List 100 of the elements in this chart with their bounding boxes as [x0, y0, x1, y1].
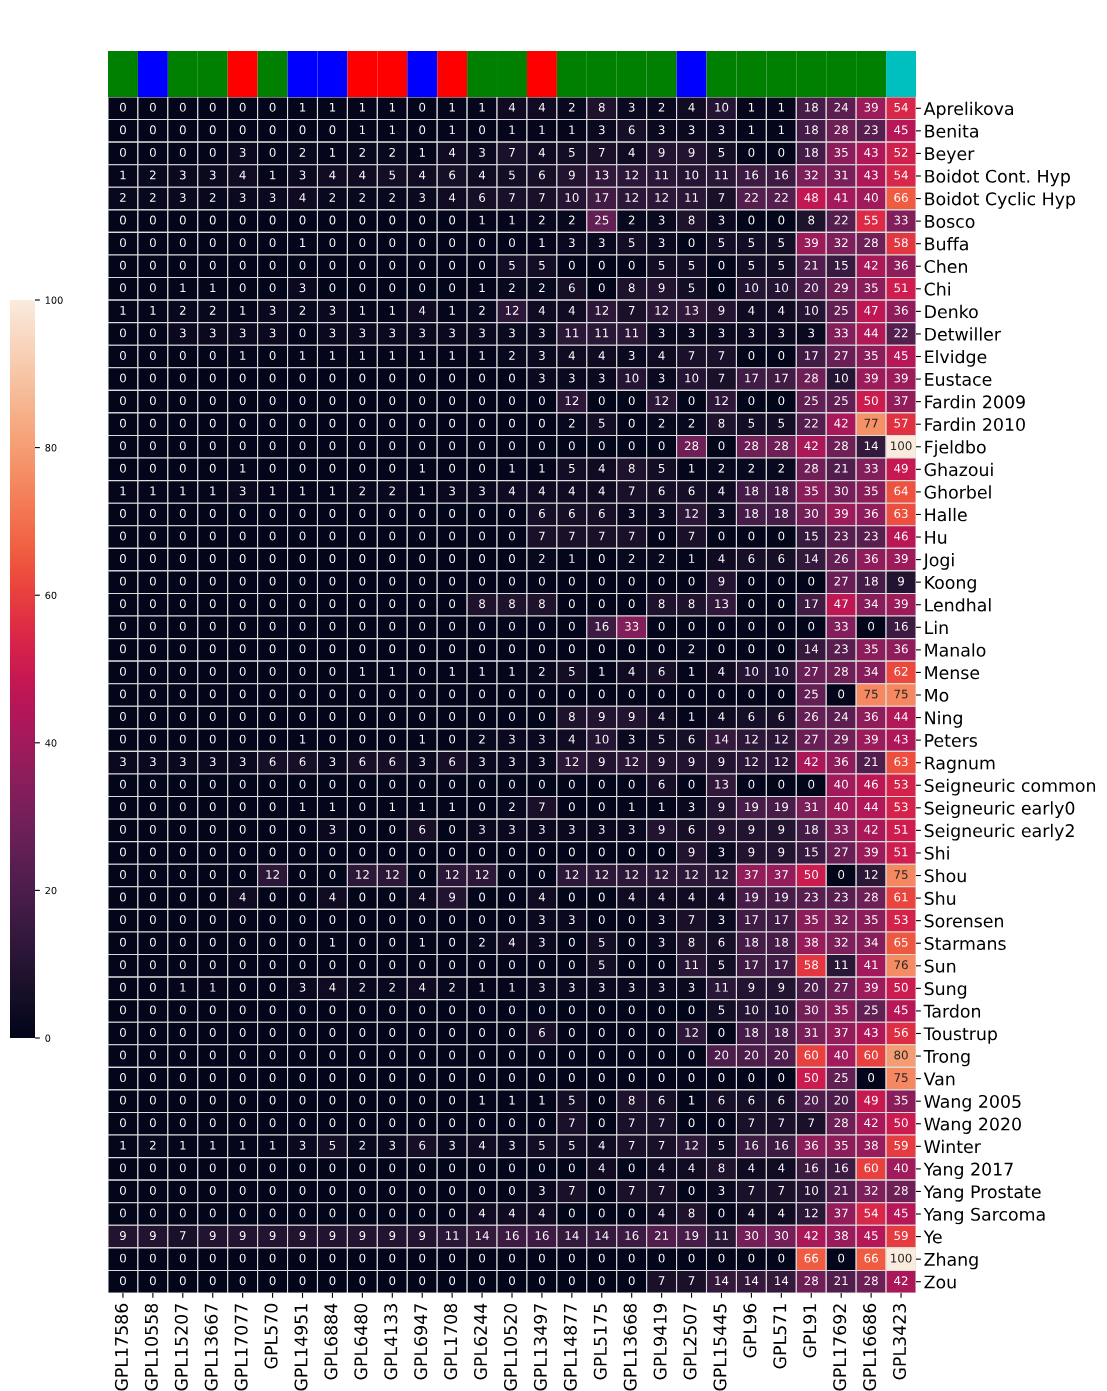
data-label: 0: [509, 1073, 515, 1083]
data-label: 0: [479, 531, 486, 541]
data-label: 0: [179, 937, 186, 947]
data-label: 1: [419, 486, 425, 496]
data-label: 0: [598, 1118, 605, 1128]
data-label: 4: [598, 351, 605, 360]
data-label: 0: [179, 441, 186, 451]
x-tick-label: GPL1708: [444, 1303, 458, 1380]
data-label: 5: [569, 1140, 575, 1150]
data-label: 0: [359, 463, 366, 473]
data-label: 3: [808, 328, 815, 338]
data-label: 0: [149, 283, 156, 293]
data-label: 3: [389, 328, 396, 338]
data-label: 7: [658, 1186, 665, 1195]
data-label: 0: [149, 1276, 156, 1286]
data-label: 3: [628, 102, 635, 112]
data-label: 6: [299, 757, 306, 767]
data-label: 2: [658, 418, 665, 428]
data-label: 6: [419, 1140, 426, 1150]
data-label: 0: [419, 1185, 426, 1195]
data-label: 0: [179, 734, 186, 744]
data-label: 0: [119, 1095, 126, 1105]
data-label: 0: [778, 621, 785, 631]
data-label: 19: [775, 892, 789, 902]
data-label: 0: [239, 1118, 246, 1128]
data-label: 0: [239, 915, 246, 925]
data-label: 39: [864, 102, 878, 112]
data-label: 63: [894, 757, 908, 767]
data-label: 1: [329, 802, 336, 812]
data-label: 0: [149, 373, 156, 383]
x-tick-label: GPL15445: [713, 1304, 727, 1391]
y-tick-label: Buffa: [925, 237, 968, 251]
data-label: 0: [718, 621, 725, 631]
data-label: 4: [718, 667, 725, 676]
data-label: 0: [568, 621, 575, 631]
data-label: 0: [359, 892, 366, 902]
data-label: 0: [269, 1118, 276, 1128]
data-label: 27: [804, 666, 818, 676]
data-label: 32: [834, 937, 848, 947]
data-label: 24: [834, 712, 849, 721]
data-label: 0: [479, 396, 486, 406]
data-label: 35: [834, 1140, 848, 1150]
data-label: 0: [209, 1253, 216, 1263]
data-label: 0: [329, 779, 336, 789]
y-tick-label: Beyer: [925, 147, 975, 164]
x-tick-label: GPL17586: [114, 1303, 128, 1391]
data-label: 0: [748, 1253, 755, 1263]
data-label: 0: [359, 734, 366, 744]
data-label: 0: [568, 960, 575, 970]
data-label: 42: [804, 757, 818, 766]
data-label: 0: [149, 892, 156, 902]
data-label: 17: [745, 960, 758, 970]
data-label: 1: [210, 486, 216, 496]
data-label: 11: [715, 983, 728, 992]
data-label: 0: [269, 373, 276, 383]
data-label: 0: [778, 689, 785, 699]
data-label: 0: [239, 260, 246, 270]
data-label: 0: [658, 441, 665, 451]
data-label: 3: [329, 328, 336, 338]
data-label: 6: [688, 486, 695, 496]
data-label: 17: [775, 373, 788, 383]
data-label: 0: [149, 1163, 156, 1173]
y-tick-label: Koong: [925, 576, 976, 593]
data-label: 0: [479, 1050, 486, 1060]
data-label: 0: [389, 1208, 396, 1218]
data-label: 3: [179, 328, 186, 338]
data-label: 4: [688, 892, 695, 902]
data-label: 0: [209, 351, 216, 360]
data-label: 0: [449, 238, 456, 248]
data-label: 3: [299, 982, 306, 992]
data-label: 9: [718, 757, 725, 767]
data-label: 0: [299, 508, 306, 518]
data-label: 13: [715, 599, 729, 609]
data-label: 0: [119, 102, 126, 112]
data-label: 45: [894, 1208, 908, 1218]
data-label: 3: [658, 125, 665, 135]
x-tick-label: GPL15207: [174, 1304, 188, 1391]
data-label: 0: [119, 1163, 126, 1173]
y-tick-label: Seigneuric early2: [924, 823, 1074, 841]
data-label: 0: [359, 1005, 366, 1015]
data-label: 16: [745, 1140, 759, 1150]
data-label: 0: [389, 712, 396, 721]
data-label: 0: [538, 1050, 545, 1060]
data-label: 0: [688, 1185, 695, 1195]
data-label: 7: [688, 531, 695, 541]
data-label: 12: [445, 870, 459, 879]
data-label: 0: [149, 554, 156, 564]
data-label: 4: [538, 486, 546, 496]
data-label: 0: [209, 1027, 216, 1037]
data-label: 21: [834, 463, 848, 473]
data-label: 0: [628, 960, 635, 970]
data-label: 0: [269, 937, 276, 947]
data-label: 0: [748, 147, 755, 157]
data-label: 50: [894, 982, 908, 992]
data-label: 0: [449, 621, 456, 631]
data-label: 9: [119, 1231, 126, 1241]
data-label: 3: [539, 351, 545, 360]
data-label: 28: [864, 892, 878, 902]
data-label: 0: [209, 847, 216, 857]
data-label: 9: [598, 757, 605, 767]
